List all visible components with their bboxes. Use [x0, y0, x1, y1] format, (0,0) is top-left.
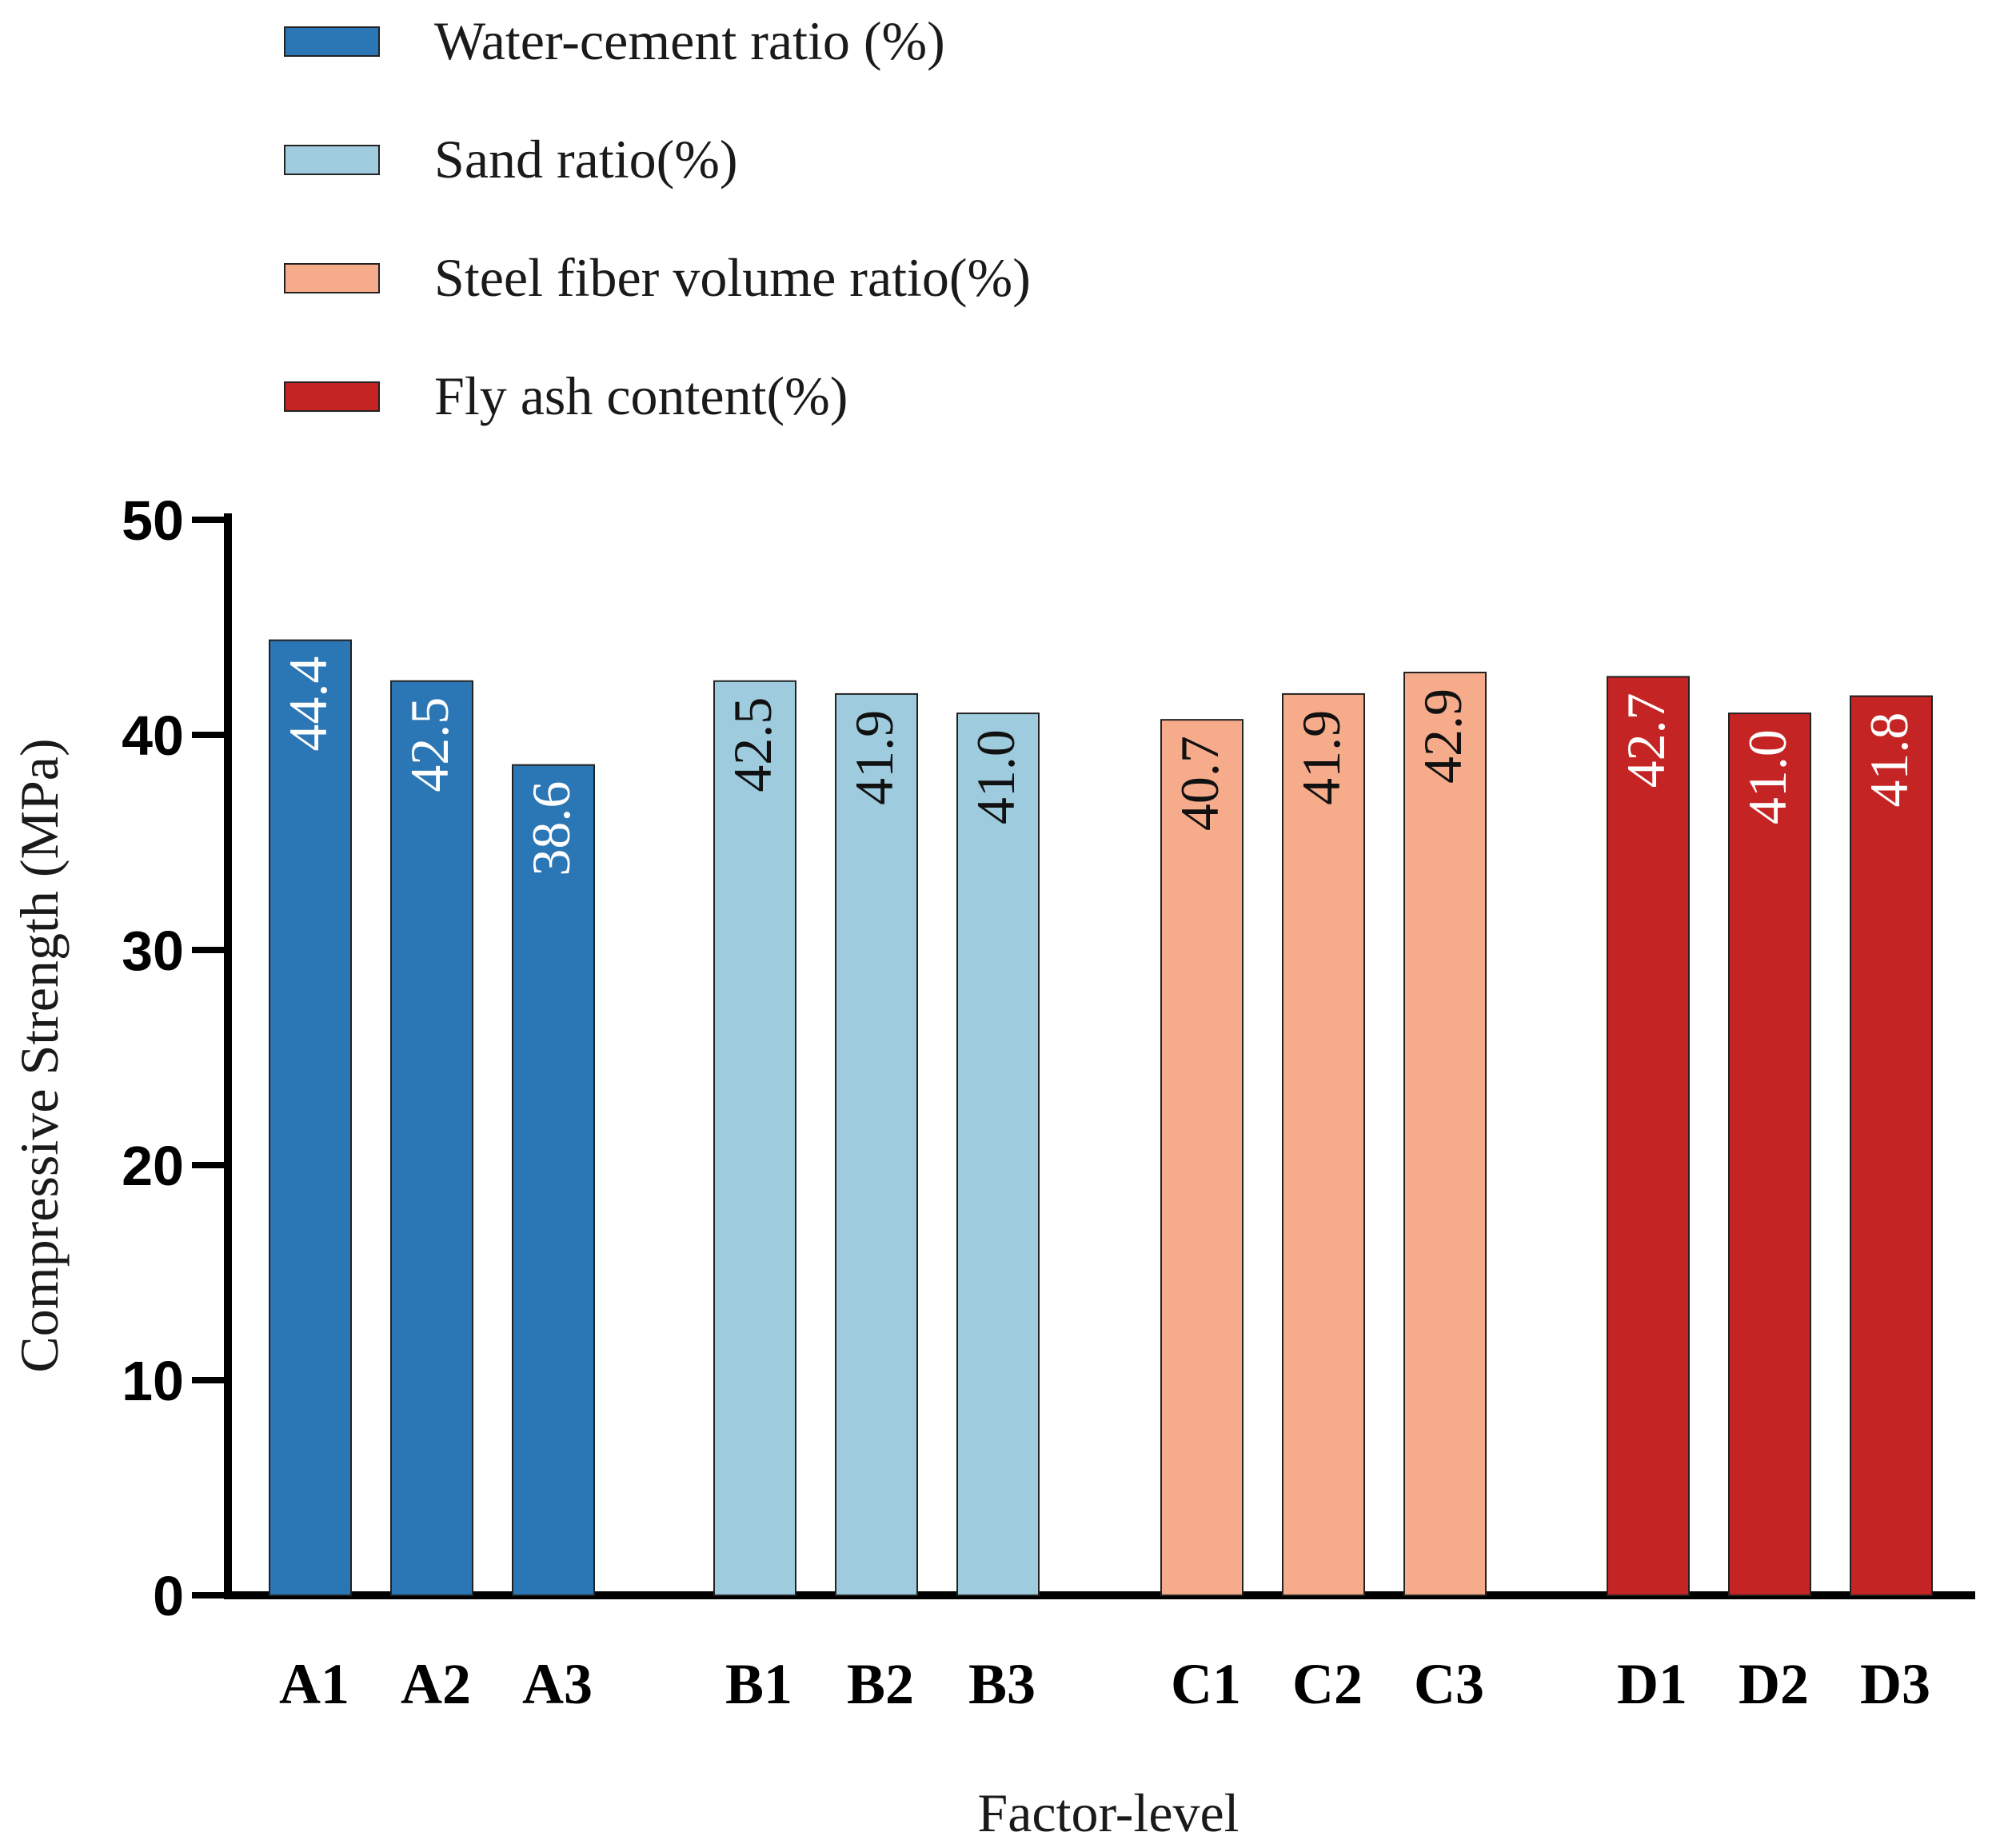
- bar-value-label: 40.7: [1169, 736, 1230, 831]
- y-tick-label: 0: [153, 1565, 184, 1627]
- value-labels: 44.4 42.5 38.6 42.5 41.9 41.0 40.7 41.9 42.9 42.7…: [277, 657, 1919, 876]
- bar-value-label: 42.7: [1615, 693, 1676, 788]
- bar-value-label: 41.8: [1858, 712, 1919, 808]
- y-axis-title: Compressive Strength (MPa): [9, 738, 70, 1372]
- bar-value-label: 41.9: [844, 710, 904, 805]
- legend-label: Steel fiber volume ratio(%): [434, 247, 1031, 308]
- legend-swatch: [284, 26, 380, 57]
- x-tick-label: B1: [725, 1652, 792, 1716]
- bar-d2: [1728, 712, 1811, 1596]
- x-tick-label: D3: [1860, 1652, 1930, 1716]
- bar-value-label: 38.6: [521, 781, 581, 876]
- x-axis-title: Factor-level: [977, 1782, 1239, 1843]
- bar-value-label: 44.4: [277, 657, 338, 752]
- bar-c3: [1403, 671, 1487, 1596]
- category-labels: A1 A2 A3 B1 B2 B3 C1 C2 C3 D1 D2 D3: [279, 1652, 1930, 1716]
- bar-value-label: 41.0: [965, 729, 1026, 824]
- legend-swatch: [284, 263, 380, 293]
- bar-value-label: 42.5: [399, 697, 460, 792]
- x-tick-label: A3: [522, 1652, 593, 1716]
- legend-swatch: [284, 381, 380, 412]
- y-tick-label: 20: [122, 1135, 184, 1197]
- x-tick-label: B2: [847, 1652, 914, 1716]
- y-tick-label: 50: [122, 489, 184, 552]
- legend-label: Water-cement ratio (%): [434, 10, 945, 71]
- bar-b3: [956, 712, 1040, 1596]
- bar-a1: [269, 639, 352, 1596]
- x-tick-label: D2: [1739, 1652, 1809, 1716]
- bars: [269, 639, 1933, 1597]
- legend-label: Sand ratio(%): [434, 129, 738, 190]
- bar-a2: [390, 680, 473, 1596]
- bar-c2: [1282, 693, 1365, 1596]
- x-tick-label: A2: [401, 1652, 471, 1716]
- bar-d3: [1850, 695, 1933, 1597]
- x-tick-label: C1: [1171, 1652, 1241, 1716]
- legend-swatch: [284, 145, 380, 175]
- x-tick-label: D1: [1617, 1652, 1687, 1716]
- bar-b1: [713, 680, 796, 1596]
- legend-label: Fly ash content(%): [434, 365, 848, 426]
- x-tick-label: C3: [1414, 1652, 1484, 1716]
- y-tick-label: 40: [122, 704, 184, 767]
- bar-d1: [1607, 676, 1690, 1596]
- bar-c1: [1160, 719, 1244, 1596]
- y-tick-label: 30: [122, 920, 184, 982]
- x-tick-label: C2: [1292, 1652, 1363, 1716]
- bar-value-label: 42.9: [1412, 689, 1473, 784]
- bar-value-label: 41.9: [1291, 710, 1351, 805]
- x-tick-label: B3: [968, 1652, 1036, 1716]
- bar-a3: [512, 764, 595, 1596]
- x-tick-label: A1: [279, 1652, 349, 1716]
- bar-value-label: 42.5: [722, 697, 783, 792]
- bar-b2: [835, 693, 918, 1596]
- bar-value-label: 41.0: [1737, 729, 1798, 824]
- legend: Water-cement ratio (%) Sand ratio(%) Steel…: [284, 10, 1031, 426]
- y-tick-label: 10: [122, 1350, 184, 1412]
